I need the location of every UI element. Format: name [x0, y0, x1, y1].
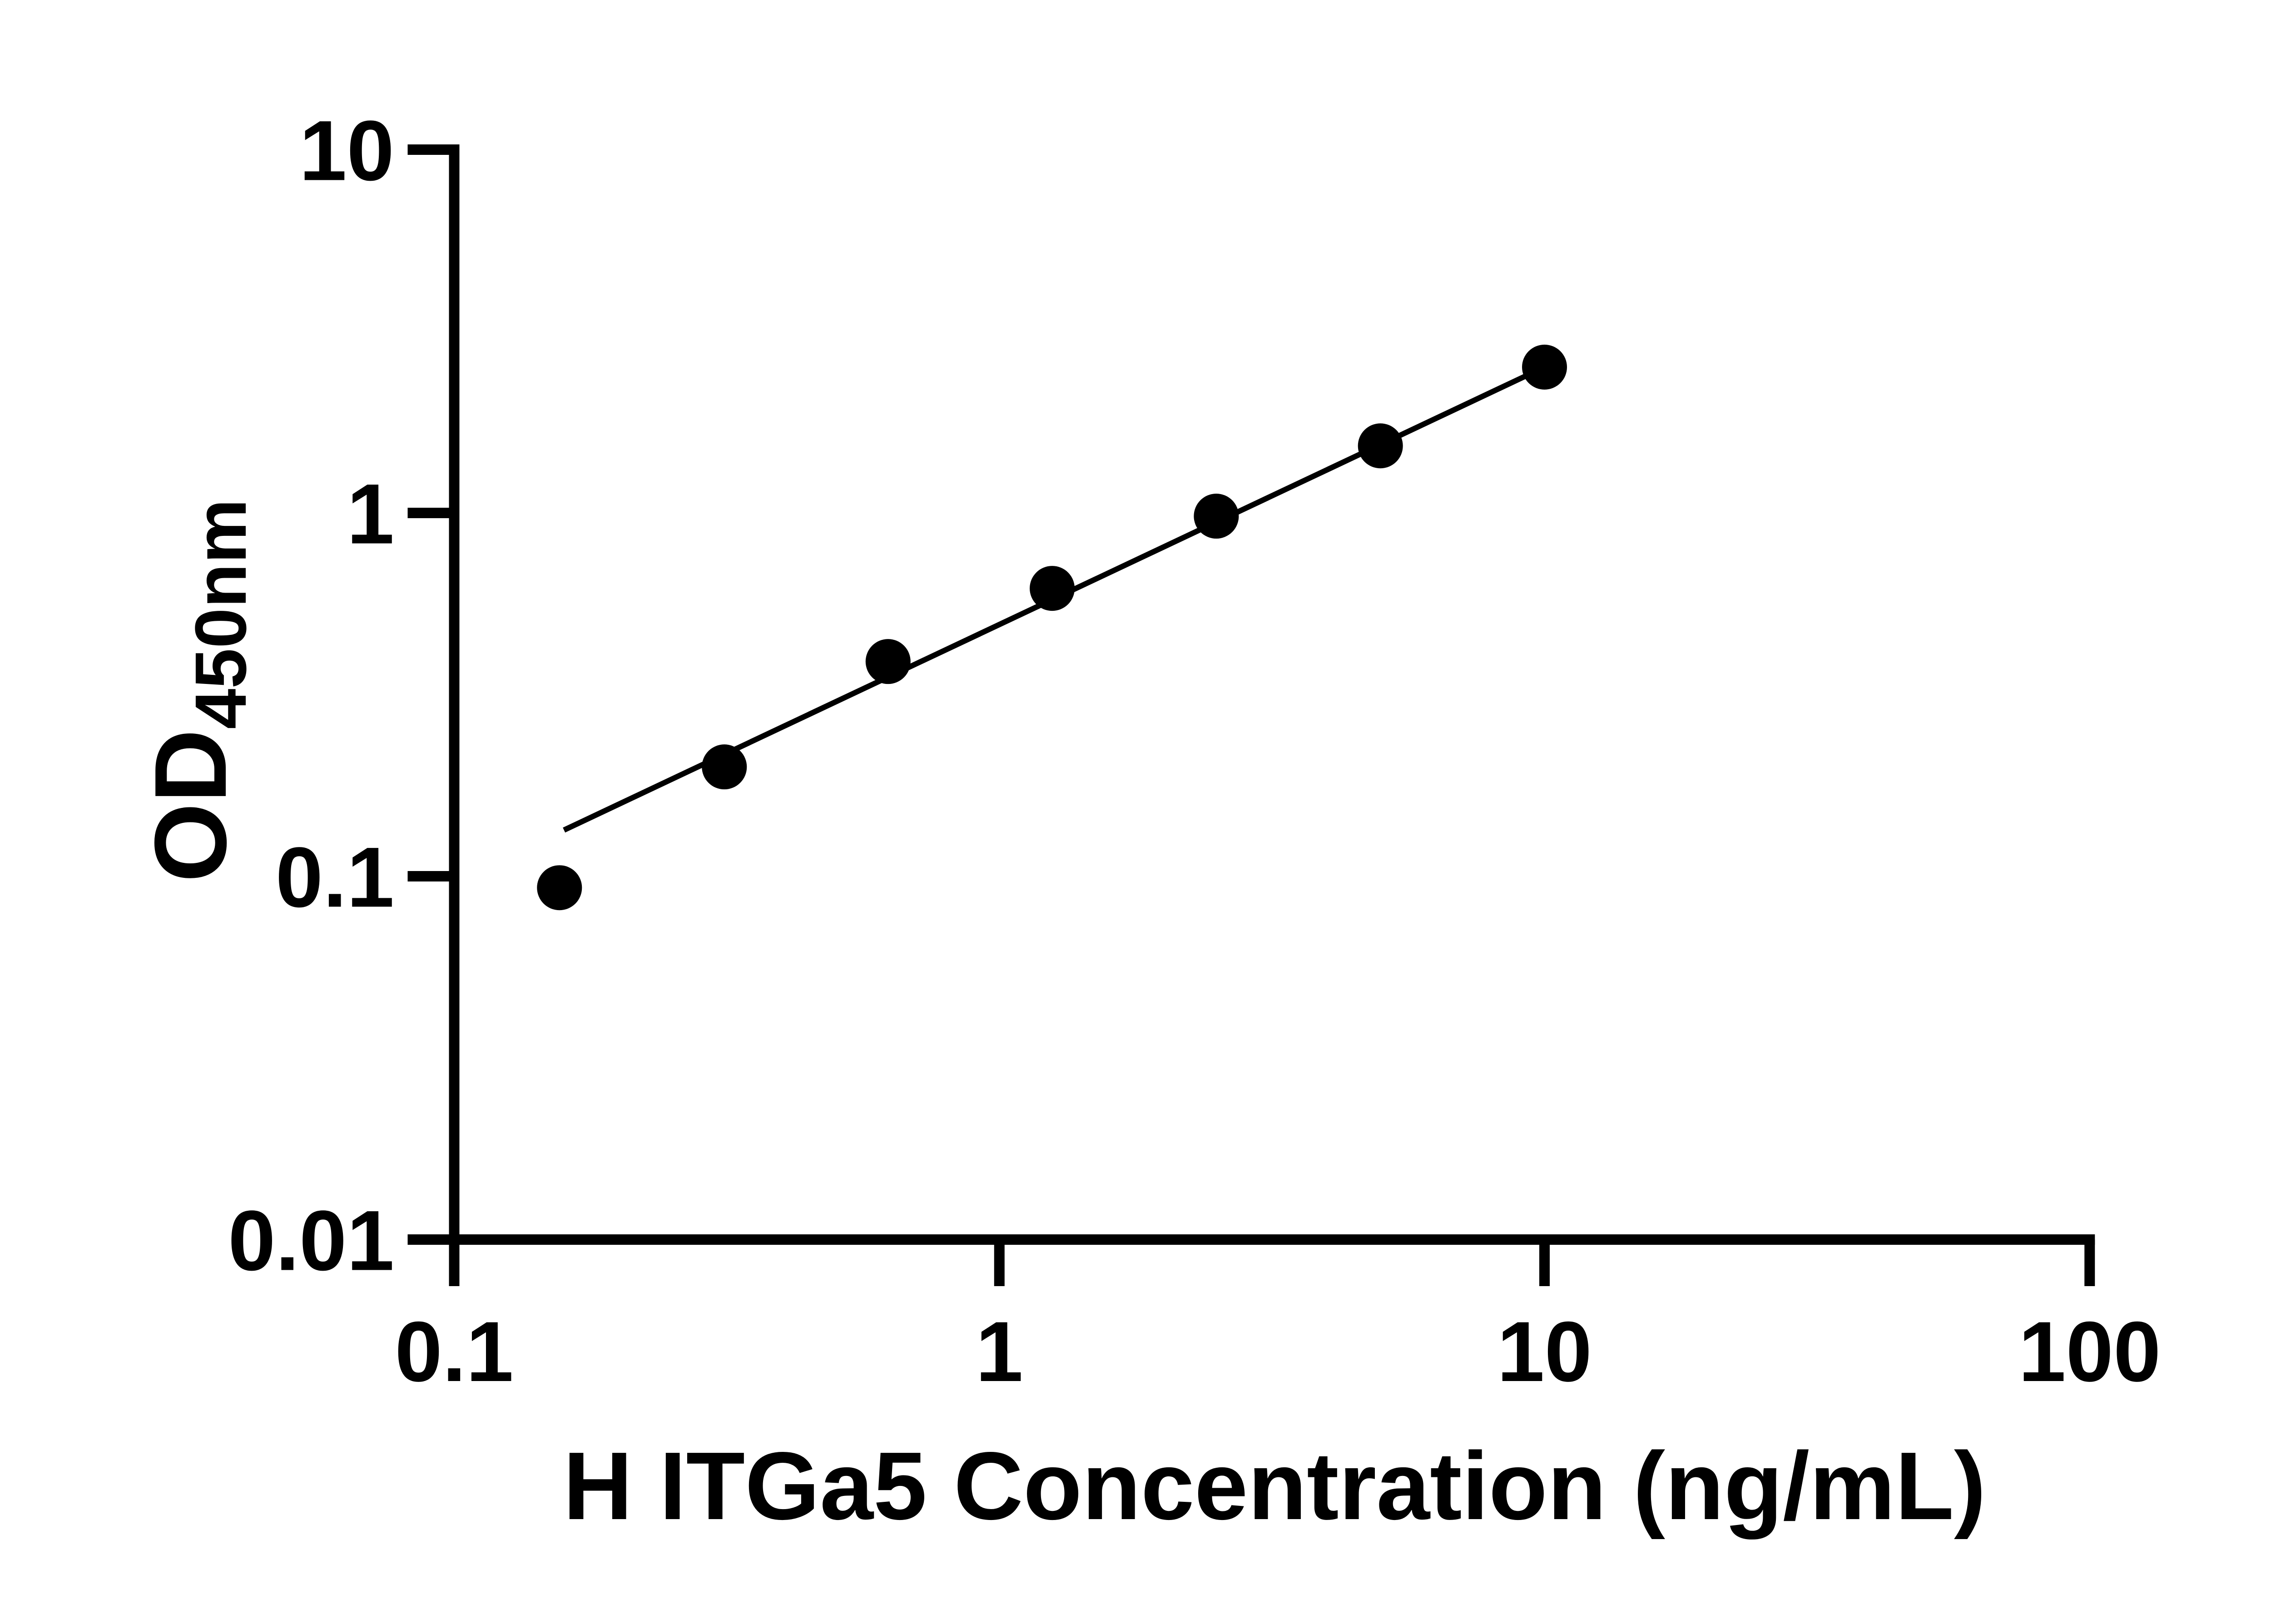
- x-tick-label: 100: [2018, 1304, 2161, 1399]
- x-axis-title: H ITGa5 Concentration (ng/mL): [563, 1432, 1986, 1540]
- data-point: [1522, 344, 1567, 390]
- data-point: [865, 639, 911, 684]
- y-tick-label: 0.1: [276, 830, 394, 925]
- y-tick-label: 1: [347, 466, 394, 562]
- x-tick-label: 1: [976, 1304, 1023, 1399]
- data-point: [702, 744, 747, 790]
- data-point: [537, 865, 582, 911]
- y-tick-label: 10: [299, 103, 394, 198]
- data-point: [1030, 566, 1075, 611]
- y-axis-title: OD450nm: [133, 499, 261, 882]
- x-tick-label: 10: [1497, 1304, 1592, 1399]
- data-point: [1194, 494, 1239, 539]
- x-tick-label: 0.1: [395, 1304, 513, 1399]
- y-tick-label: 0.01: [228, 1193, 394, 1288]
- data-point: [1358, 423, 1403, 469]
